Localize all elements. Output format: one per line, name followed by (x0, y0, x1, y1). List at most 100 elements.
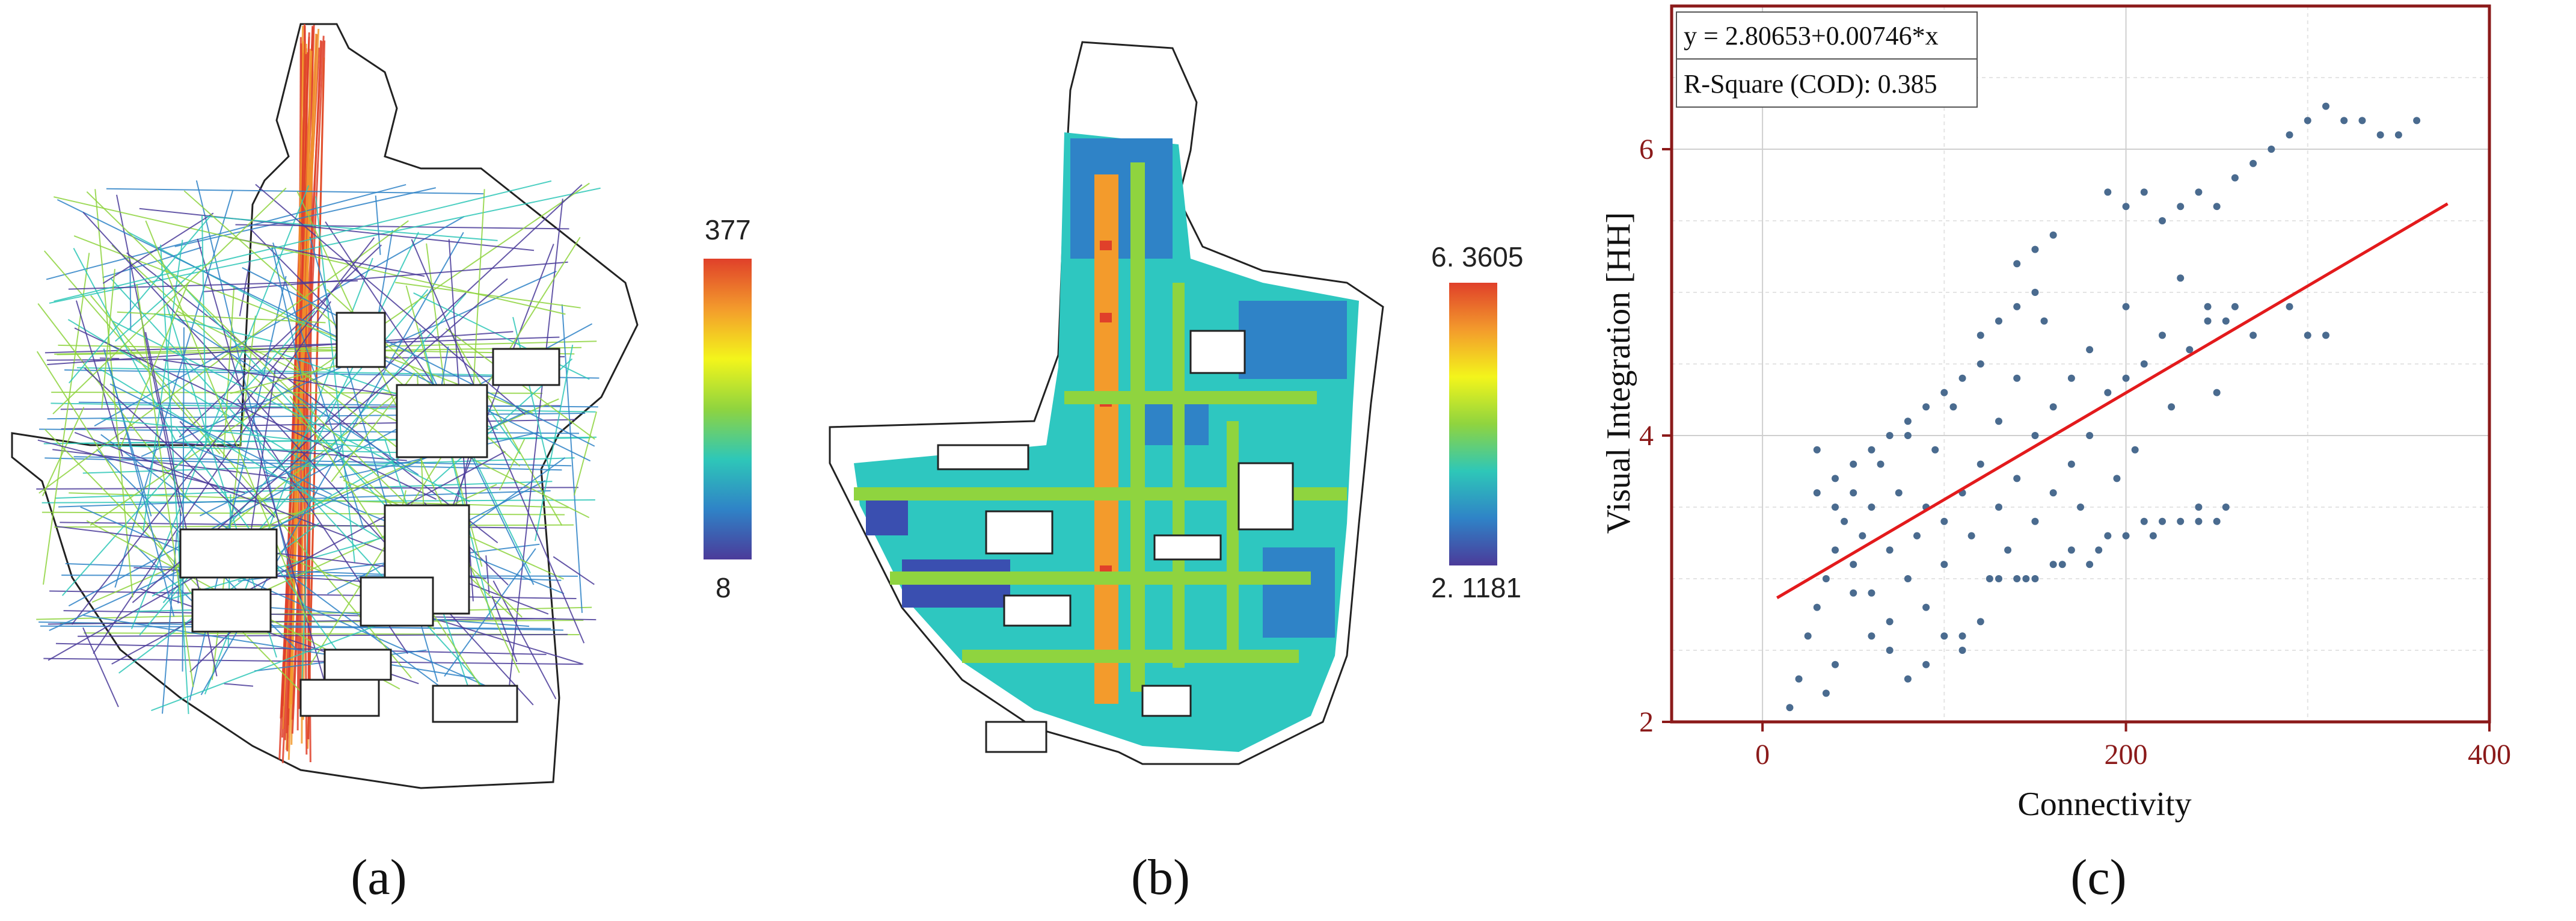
visibility-line (112, 320, 470, 502)
visibility-line (161, 532, 178, 714)
visibility-line (61, 574, 578, 577)
data-point (1904, 432, 1912, 439)
data-point (2195, 504, 2203, 511)
data-point (1850, 589, 1857, 597)
data-point (1886, 546, 1894, 554)
visibility-line (106, 188, 484, 195)
data-point (2231, 174, 2239, 182)
visibility-line (143, 239, 183, 532)
colorbar-a-max-label: 377 (705, 214, 751, 245)
visibility-line (57, 199, 591, 462)
visibility-line (182, 327, 185, 672)
data-point (2031, 575, 2039, 582)
data-point (1822, 689, 1830, 697)
data-point (2222, 317, 2230, 325)
data-point (2013, 475, 2021, 482)
visibility-line (246, 368, 276, 558)
data-point (1976, 618, 1984, 626)
colorbar-b-max-label: 6. 3605 (1431, 241, 1524, 273)
visibility-line (109, 369, 175, 617)
visibility-line (492, 581, 557, 700)
data-point (2204, 303, 2212, 310)
visibility-line (250, 229, 331, 310)
data-point (1868, 504, 1875, 511)
map-b-blocks (937, 330, 1294, 753)
data-point (2067, 546, 2075, 554)
data-point (2177, 517, 2185, 525)
data-point (1949, 403, 1957, 411)
data-point (1922, 603, 1930, 611)
visibility-line (77, 367, 543, 377)
colorbar-a-min-label: 8 (716, 572, 731, 603)
data-point (2049, 403, 2057, 411)
visibility-line (491, 596, 518, 662)
data-point (1976, 460, 1984, 468)
data-point (2077, 504, 2084, 511)
data-point (2122, 532, 2130, 540)
data-point (2322, 102, 2329, 110)
visibility-line (37, 303, 190, 501)
visibility-line (242, 267, 595, 447)
data-point (2067, 374, 2075, 382)
data-point (1850, 460, 1857, 468)
data-point (1958, 647, 1966, 654)
visibility-line (54, 196, 566, 315)
visibility-line (136, 283, 194, 688)
data-point (2304, 117, 2311, 125)
visibility-line (42, 253, 90, 585)
data-point (2286, 131, 2293, 139)
visibility-line (54, 340, 597, 355)
data-point (2122, 374, 2130, 382)
data-point (2286, 303, 2293, 310)
visibility-line (82, 627, 119, 707)
visibility-line (160, 244, 189, 714)
visibility-line (43, 250, 221, 455)
data-point (2067, 460, 2075, 468)
data-point (2049, 231, 2057, 239)
visibility-line (119, 282, 189, 449)
visibility-line (82, 212, 534, 706)
visibility-line (68, 215, 211, 384)
data-point (1804, 632, 1812, 640)
y-tick-label: 2 (1639, 706, 1654, 738)
data-point (2249, 159, 2257, 167)
visibility-line (54, 180, 552, 302)
plot-frame (1670, 4, 2491, 724)
visibility-line (449, 329, 563, 526)
data-point (1886, 432, 1894, 439)
visibility-line (199, 444, 345, 517)
data-point (2086, 561, 2094, 568)
data-point (2031, 289, 2039, 296)
visibility-line (83, 614, 476, 679)
visibility-line (471, 189, 485, 403)
data-point (2222, 504, 2230, 511)
x-axis-title: Connectivity (2017, 786, 2191, 823)
visibility-line (38, 220, 409, 494)
visibility-line (206, 215, 498, 241)
caption-a: (a) (351, 849, 407, 905)
data-point (2340, 117, 2348, 125)
data-point (2186, 346, 2194, 354)
visibility-line (130, 185, 310, 629)
visibility-line (47, 331, 514, 365)
data-point (1832, 546, 1839, 554)
data-point (1877, 460, 1884, 468)
data-point (1995, 417, 2002, 425)
visibility-line (41, 407, 85, 496)
data-point (2268, 146, 2275, 153)
data-point (1786, 704, 1794, 712)
scatter-chart: 0 200 400 2 4 6 y = 2.80653+0.00746*x R-Square … (1600, 4, 2511, 823)
visibility-line (102, 212, 214, 284)
data-point (1940, 561, 1948, 568)
visibility-line (561, 304, 583, 613)
visibility-line (116, 194, 182, 516)
data-point (2159, 517, 2166, 525)
visibility-line (61, 310, 316, 596)
data-point (1995, 317, 2002, 325)
visibility-line (101, 268, 115, 408)
data-point (2168, 403, 2176, 411)
visibility-line (228, 236, 425, 277)
data-point (2104, 532, 2112, 540)
visibility-line (46, 183, 406, 280)
visibility-line (101, 445, 411, 454)
